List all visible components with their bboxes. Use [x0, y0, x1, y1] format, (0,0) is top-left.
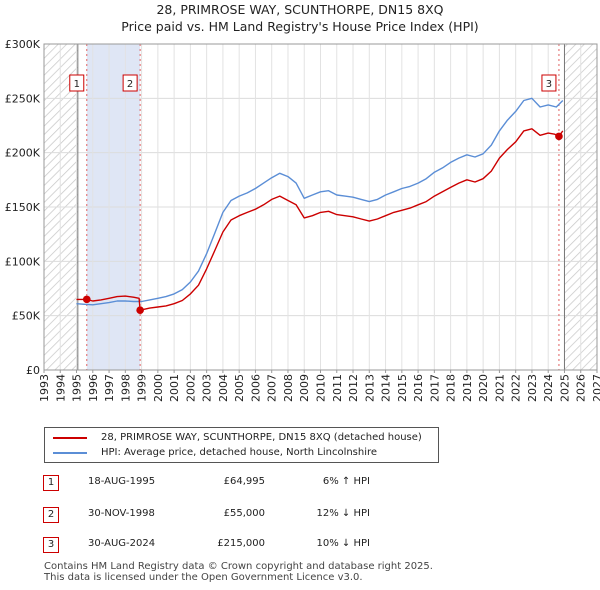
- sale-label-text: 3: [546, 79, 552, 90]
- transaction-hpi-diff: 10% ↓ HPI: [316, 538, 370, 549]
- x-tick-label: 1998: [119, 374, 132, 402]
- x-tick-label: 2014: [380, 374, 393, 402]
- x-tick-label: 2020: [477, 374, 490, 402]
- sale-label-text: 1: [74, 79, 80, 90]
- x-tick-label: 2023: [526, 374, 539, 402]
- legend-item-property: 28, PRIMROSE WAY, SCUNTHORPE, DN15 8XQ (…: [53, 430, 433, 445]
- x-tick-label: 1993: [38, 374, 51, 402]
- y-tick-label: £200K: [5, 147, 41, 160]
- x-tick-label: 2022: [510, 374, 523, 402]
- x-tick-label: 2021: [493, 374, 506, 402]
- x-tick-label: 1995: [71, 374, 84, 402]
- chart-legend: 28, PRIMROSE WAY, SCUNTHORPE, DN15 8XQ (…: [44, 427, 439, 463]
- x-tick-label: 2001: [168, 374, 181, 402]
- sale-label-box: [69, 74, 85, 92]
- sale-point: [555, 132, 563, 141]
- x-tick-label: 2024: [542, 374, 555, 402]
- x-tick-label: 2018: [445, 374, 458, 402]
- x-tick-label: 2017: [428, 374, 441, 402]
- x-tick-label: 2006: [249, 374, 262, 402]
- transaction-row: 1 18-AUG-1995 £64,995 6% ↑ HPI: [0, 475, 600, 493]
- x-tick-label: 2026: [575, 374, 588, 402]
- chart-title: 28, PRIMROSE WAY, SCUNTHORPE, DN15 8XQ: [156, 2, 444, 17]
- transaction-price: £55,000: [223, 508, 265, 519]
- x-tick-label: 2013: [363, 374, 376, 402]
- y-tick-label: £0: [26, 364, 40, 377]
- transaction-row: 2 30-NOV-1998 £55,000 12% ↓ HPI: [0, 507, 600, 525]
- x-tick-label: 2015: [396, 374, 409, 402]
- legend-label-hpi: HPI: Average price, detached house, Nort…: [101, 447, 378, 458]
- y-tick-label: £250K: [5, 92, 41, 105]
- sale-label-text: 2: [127, 79, 133, 90]
- x-tick-label: 2027: [591, 374, 600, 402]
- transaction-price: £215,000: [217, 538, 265, 549]
- transaction-price: £64,995: [223, 476, 265, 487]
- property-price-line: [76, 128, 564, 311]
- footer-copyright: Contains HM Land Registry data © Crown c…: [44, 561, 433, 572]
- transaction-hpi-diff: 6% ↑ HPI: [322, 476, 370, 487]
- transaction-hpi-diff: 12% ↓ HPI: [316, 508, 370, 519]
- x-tick-label: 2005: [233, 374, 246, 402]
- legend-swatch-hpi: [53, 452, 87, 454]
- sale-point: [82, 295, 91, 304]
- x-tick-label: 2009: [298, 374, 311, 402]
- x-tick-label: 1999: [136, 374, 149, 402]
- hpi-line: [76, 97, 564, 306]
- x-tick-label: 1996: [87, 374, 100, 402]
- x-tick-label: 2003: [201, 374, 214, 402]
- x-tick-label: 2002: [184, 374, 197, 402]
- transaction-row: 3 30-AUG-2024 £215,000 10% ↓ HPI: [0, 537, 600, 555]
- y-tick-label: £300K: [5, 38, 41, 51]
- transaction-date: 30-NOV-1998: [88, 508, 155, 519]
- x-tick-label: 2004: [217, 374, 230, 402]
- x-tick-label: 1997: [103, 374, 116, 402]
- transaction-marker-badge: 2: [43, 507, 59, 523]
- x-tick-label: 2010: [315, 374, 328, 402]
- x-tick-label: 2011: [331, 374, 344, 402]
- transaction-date: 18-AUG-1995: [88, 476, 156, 487]
- legend-item-hpi: HPI: Average price, detached house, Nort…: [53, 445, 433, 460]
- price-chart: £0 £50K £100K £150K £200K £250K £300K 1993 1994 1…: [5, 38, 600, 402]
- transaction-marker-badge: 3: [43, 537, 59, 553]
- legend-label-property: 28, PRIMROSE WAY, SCUNTHORPE, DN15 8XQ (…: [101, 432, 422, 443]
- y-tick-label: £50K: [12, 310, 41, 323]
- sale-label-box: [122, 74, 138, 92]
- transaction-date: 30-AUG-2024: [88, 538, 156, 549]
- sale-point: [136, 306, 144, 315]
- sale-label-box: [541, 74, 557, 92]
- footer-licence: This data is licensed under the Open Gov…: [44, 572, 363, 583]
- x-tick-label: 2008: [282, 374, 295, 402]
- x-tick-label: 2025: [558, 374, 571, 402]
- chart-subtitle: Price paid vs. HM Land Registry's House …: [121, 19, 479, 34]
- y-tick-label: £100K: [5, 255, 41, 268]
- transaction-marker-badge: 1: [43, 475, 59, 491]
- y-tick-label: £150K: [5, 201, 41, 214]
- x-tick-label: 2019: [461, 374, 474, 402]
- x-tick-label: 2012: [347, 374, 360, 402]
- x-tick-label: 2007: [266, 374, 279, 402]
- x-tick-label: 2000: [152, 374, 165, 402]
- x-tick-label: 2016: [412, 374, 425, 402]
- x-tick-label: 1994: [54, 374, 67, 402]
- legend-swatch-property: [53, 437, 87, 439]
